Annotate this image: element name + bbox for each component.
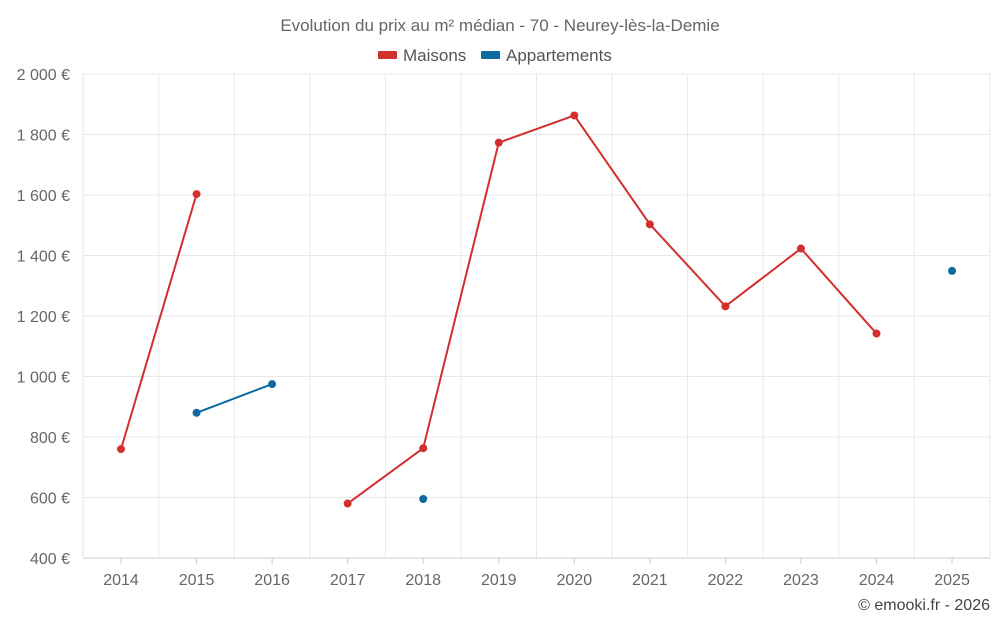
- y-tick-label: 400 €: [30, 551, 70, 568]
- x-tick-label: 2021: [632, 572, 668, 589]
- data-point-maisons[interactable]: [117, 445, 125, 454]
- y-tick-label: 1 600 €: [17, 188, 70, 205]
- data-point-maisons[interactable]: [721, 302, 730, 311]
- x-tick-label: 2017: [330, 572, 366, 589]
- x-tick-label: 2023: [783, 572, 819, 589]
- x-tick-label: 2022: [708, 572, 744, 589]
- axes: 400 € 600 € 800 € 1 000 € 1 200 € 1 400 € 1 60…: [17, 67, 990, 589]
- legend-item-appartements[interactable]: Appartements: [481, 46, 612, 65]
- legend-label-maisons: Maisons: [403, 46, 466, 65]
- data-point-maisons[interactable]: [872, 329, 881, 338]
- x-tick-label: 2014: [103, 572, 139, 589]
- y-tick-label: 800 €: [30, 430, 70, 447]
- series-line-appartements: [196, 383, 273, 414]
- data-point-maisons[interactable]: [570, 111, 579, 120]
- y-tick-label: 1 200 €: [17, 309, 70, 326]
- data-point-appartements[interactable]: [268, 380, 277, 389]
- data-point-maisons[interactable]: [419, 444, 428, 453]
- legend-swatch-maisons: [378, 51, 397, 59]
- series-maisons: [117, 111, 881, 508]
- data-point-maisons[interactable]: [343, 499, 352, 508]
- x-tick-label: 2018: [405, 572, 441, 589]
- legend: Maisons Appartements: [378, 46, 612, 65]
- series-appartements: [192, 266, 957, 504]
- series-line-maisons: [120, 193, 198, 450]
- legend-item-maisons[interactable]: Maisons: [378, 46, 466, 65]
- y-tick-label: 2 000 €: [17, 67, 70, 84]
- series-line-maisons: [347, 114, 878, 505]
- data-point-appartements[interactable]: [948, 266, 957, 275]
- y-tick-label: 600 €: [30, 491, 70, 508]
- data-point-appartements[interactable]: [419, 495, 428, 504]
- data-point-maisons[interactable]: [494, 138, 503, 147]
- y-tick-label: 1 800 €: [17, 128, 70, 145]
- x-tick-label: 2024: [859, 572, 895, 589]
- data-point-maisons[interactable]: [192, 190, 201, 199]
- grid: [82, 73, 991, 558]
- chart-title: Evolution du prix au m² médian - 70 - Ne…: [280, 16, 719, 35]
- series: [117, 111, 957, 508]
- data-point-maisons[interactable]: [645, 220, 654, 229]
- data-point-appartements[interactable]: [192, 408, 201, 417]
- x-tick-label: 2020: [557, 572, 593, 589]
- data-point-maisons[interactable]: [796, 244, 805, 253]
- x-tick-label: 2016: [254, 572, 290, 589]
- legend-swatch-appartements: [481, 51, 500, 59]
- legend-label-appartements: Appartements: [506, 46, 612, 65]
- y-tick-label: 1 400 €: [17, 249, 70, 266]
- x-tick-label: 2015: [179, 572, 215, 589]
- x-tick-label: 2025: [934, 572, 970, 589]
- y-tick-label: 1 000 €: [17, 370, 70, 387]
- x-tick-label: 2019: [481, 572, 517, 589]
- credit-text: © emooki.fr - 2026: [858, 597, 990, 614]
